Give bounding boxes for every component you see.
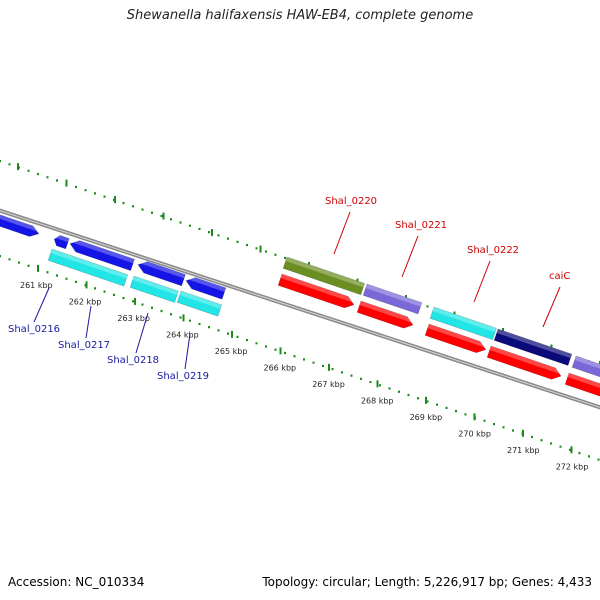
- gene-label: Shal_0216: [8, 324, 60, 335]
- tick-label: 268 kbp: [361, 397, 394, 406]
- backbone-highlight: [0, 210, 600, 408]
- gene-arrow-blue: [0, 207, 40, 237]
- gene-box-purple-shine: [365, 284, 422, 307]
- gene-arrow-blue: [185, 277, 227, 300]
- tick-label: 265 kbp: [215, 347, 248, 356]
- gene-arrow-red: [356, 300, 414, 329]
- tick-label: 269 kbp: [410, 413, 443, 422]
- gene-arrow-blue: [69, 240, 135, 271]
- gene-box-cyan: [47, 248, 129, 287]
- gene-box-cyan-shine: [50, 249, 128, 279]
- gene-box-navy-shine: [496, 329, 572, 359]
- leader-line: [85, 305, 92, 339]
- tick-label: 271 kbp: [507, 446, 540, 455]
- map-title: Shewanella halifaxensis HAW-EB4, complet…: [126, 8, 474, 23]
- tick-label: 272 kbp: [556, 463, 589, 472]
- gene-label: Shal_0220: [325, 196, 377, 207]
- leader-line: [33, 287, 50, 323]
- gene-box-olive-shine: [285, 257, 365, 288]
- leader-line: [473, 260, 491, 303]
- gene-arrow-blue: [53, 235, 70, 250]
- gene-arrow-red-shine: [359, 301, 414, 324]
- tick-label: 266 kbp: [264, 364, 297, 373]
- gene-arrow-blue-shine: [186, 277, 226, 292]
- tick-label: 263 kbp: [117, 314, 150, 323]
- gene-arrow-blue-shine: [0, 208, 40, 233]
- tick-label: 261 kbp: [20, 281, 53, 290]
- gene-label: Shal_0218: [107, 355, 159, 366]
- gene-arrow-blue-shine: [70, 240, 135, 264]
- gene-box-cyan: [429, 306, 497, 340]
- tick-label: 264 kbp: [166, 331, 199, 340]
- gene-arrow-red-shine: [567, 373, 600, 394]
- gene-label: Shal_0221: [395, 220, 447, 231]
- genome-summary-text: Topology: circular; Length: 5,226,917 bp…: [262, 575, 592, 589]
- gene-arrow-red-shine: [280, 274, 355, 304]
- accession-text: Accession: NC_010334: [8, 575, 145, 589]
- gene-label: Shal_0219: [157, 371, 209, 382]
- gene-arrow-blue-shine: [138, 261, 186, 279]
- gene-box-cyan-shine: [132, 276, 179, 296]
- gene-box-cyan-shine: [179, 291, 222, 309]
- leader-line: [542, 286, 561, 328]
- gene-box-purple: [362, 283, 423, 315]
- gene-label: Shal_0217: [58, 340, 110, 351]
- tick-label: 267 kbp: [312, 380, 345, 389]
- gene-box-navy: [493, 328, 573, 366]
- leader-line: [184, 333, 191, 370]
- tick-label: 262 kbp: [69, 298, 102, 307]
- gene-label: caiC: [549, 271, 570, 282]
- gene-arrow-red-shine: [427, 324, 487, 348]
- gene-box-purple: [571, 355, 600, 381]
- leader-line: [135, 312, 149, 354]
- gene-arrow-blue: [137, 261, 186, 287]
- gene-box-olive: [282, 256, 366, 296]
- gene-box-cyan-shine: [432, 307, 497, 333]
- gene-box-cyan: [129, 275, 179, 303]
- gene-arrow-red: [277, 273, 355, 309]
- gene-label: Shal_0222: [467, 245, 519, 256]
- gene-arrow-red-shine: [489, 346, 562, 375]
- gene-box-purple-shine: [574, 356, 600, 373]
- tick-label: 270 kbp: [458, 430, 491, 439]
- gene-arrow-blue-shine: [54, 235, 70, 243]
- gene-arrow-red: [564, 372, 600, 399]
- gene-arrow-red: [486, 345, 562, 380]
- leader-line: [333, 211, 351, 255]
- gene-arrow-red: [424, 323, 487, 354]
- gene-box-cyan: [176, 290, 223, 317]
- leader-line: [401, 235, 419, 278]
